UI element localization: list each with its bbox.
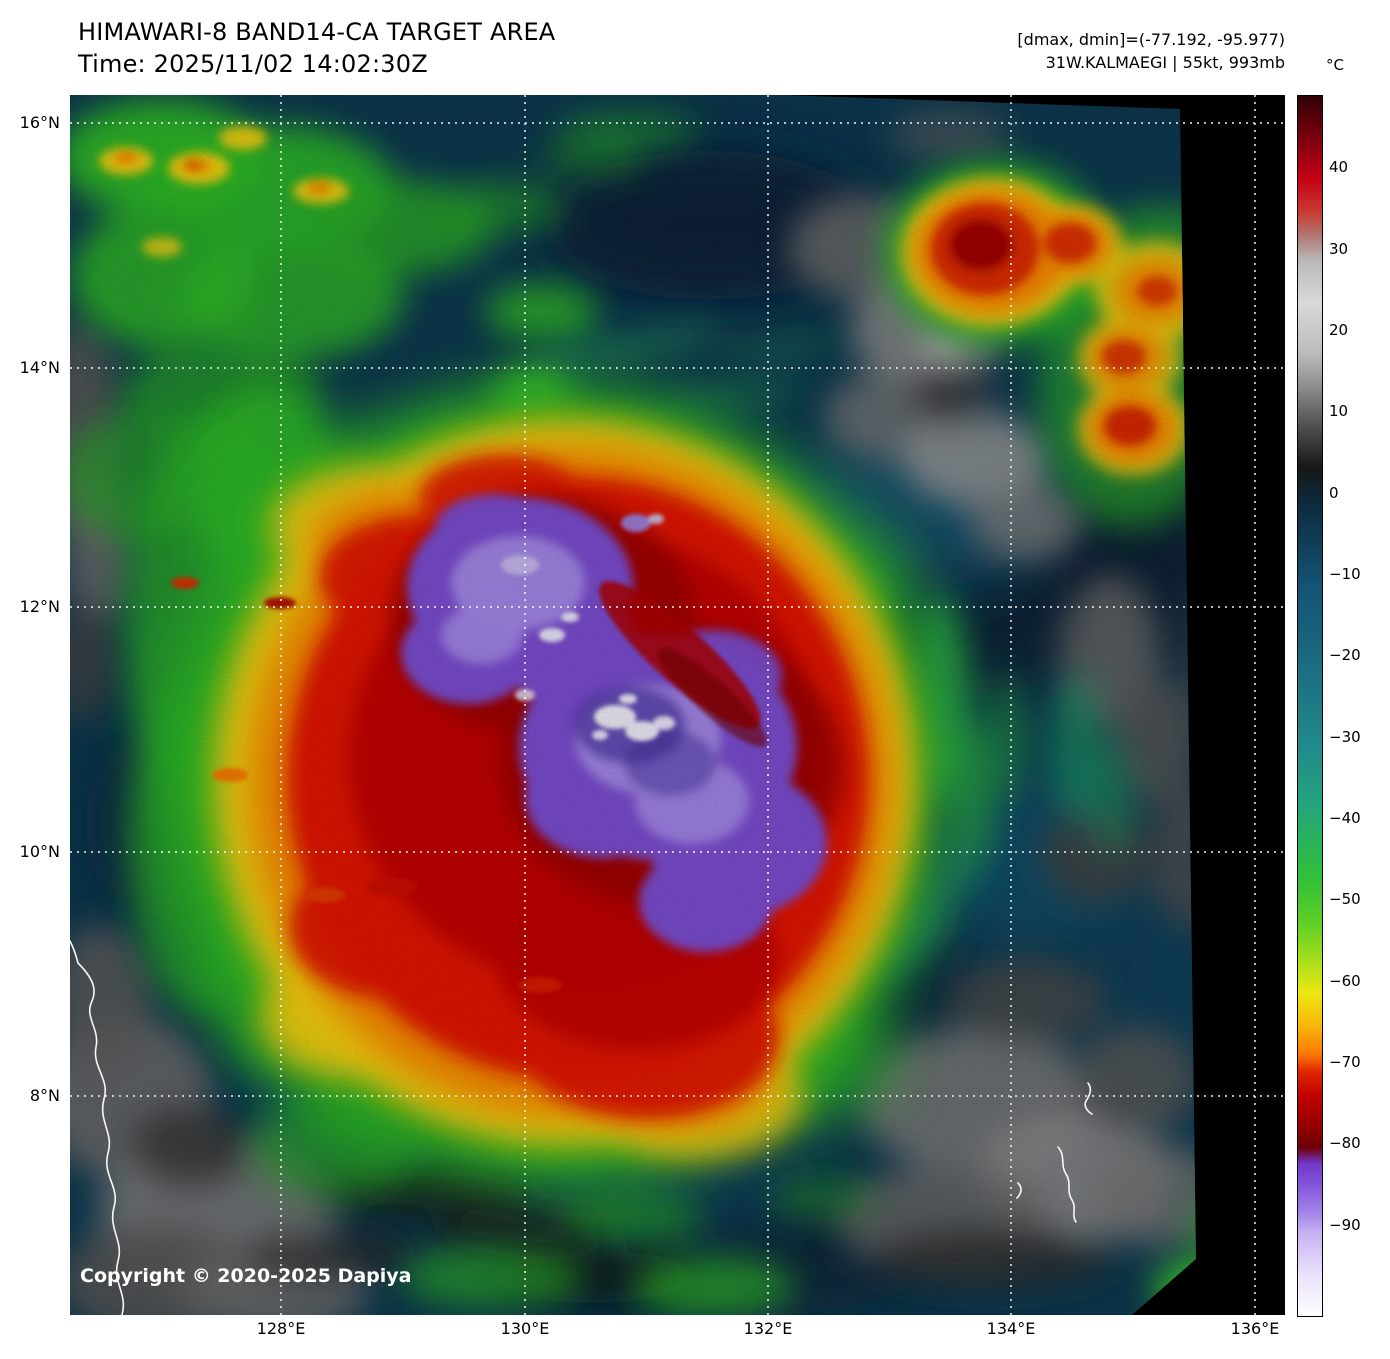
dmax-dmin-readout: [dmax, dmin]=(-77.192, -95.977) [1017, 30, 1285, 49]
sensor-noise-texture [70, 95, 1196, 1315]
imagery-layers [70, 95, 1196, 1315]
colorbar-tick-label: 20 [1329, 321, 1349, 339]
satellite-image [70, 95, 1285, 1315]
colorbar-tick-label: −60 [1329, 972, 1361, 990]
timestamp: Time: 2025/11/02 14:02:30Z [78, 50, 428, 78]
colorbar-tick-label: −70 [1329, 1053, 1361, 1071]
colorbar-tick-label: −20 [1329, 646, 1361, 664]
coastlines [70, 940, 1093, 1315]
colorbar-tick-label: 30 [1329, 240, 1349, 258]
lon-tick-label: 128°E [256, 1319, 306, 1338]
longitude-axis: 128°E 130°E 132°E 134°E 136°E [70, 1319, 1285, 1343]
lat-tick-label: 8°N [29, 1086, 60, 1105]
lat-tick-label: 16°N [19, 113, 60, 132]
satellite-map: Copyright © 2020-2025 Dapiya [70, 95, 1285, 1315]
lat-tick-label: 14°N [19, 358, 60, 377]
colorbar-tick-label: −30 [1329, 728, 1361, 746]
lat-tick-label: 10°N [19, 842, 60, 861]
colorbar-tick-label: 10 [1329, 402, 1349, 420]
colorbar-unit-label: °C [1326, 56, 1344, 74]
header: HIMAWARI-8 BAND14-CA TARGET AREA Time: 2… [78, 16, 555, 80]
page-title: HIMAWARI-8 BAND14-CA TARGET AREA [78, 18, 556, 46]
colorbar-tick-label: −50 [1329, 890, 1361, 908]
lon-tick-label: 132°E [743, 1319, 793, 1338]
colorbar-tick-label: 0 [1329, 484, 1339, 502]
lon-tick-label: 134°E [986, 1319, 1036, 1338]
lon-tick-label: 136°E [1230, 1319, 1280, 1338]
colorbar-tick-label: −80 [1329, 1134, 1361, 1152]
colorbar-tick-label: −40 [1329, 809, 1361, 827]
lat-tick-label: 12°N [19, 597, 60, 616]
storm-info: 31W.KALMAEGI | 55kt, 993mb [1045, 53, 1285, 72]
annotations: [dmax, dmin]=(-77.192, -95.977) 31W.KALM… [1017, 28, 1285, 74]
copyright-watermark: Copyright © 2020-2025 Dapiya [80, 1265, 412, 1287]
latitude-axis: 16°N 14°N 12°N 10°N 8°N [0, 95, 64, 1315]
lon-tick-label: 130°E [500, 1319, 550, 1338]
temperature-colorbar [1297, 95, 1323, 1317]
graticule-gridlines [70, 95, 1285, 1315]
colorbar-tick-label: 40 [1329, 158, 1349, 176]
colorbar-tick-labels: 40 30 20 10 0 −10 −20 −30 −40 −50 −60 −7… [1329, 95, 1385, 1315]
colorbar-tick-label: −10 [1329, 565, 1361, 583]
colorbar-tick-label: −90 [1329, 1216, 1361, 1234]
